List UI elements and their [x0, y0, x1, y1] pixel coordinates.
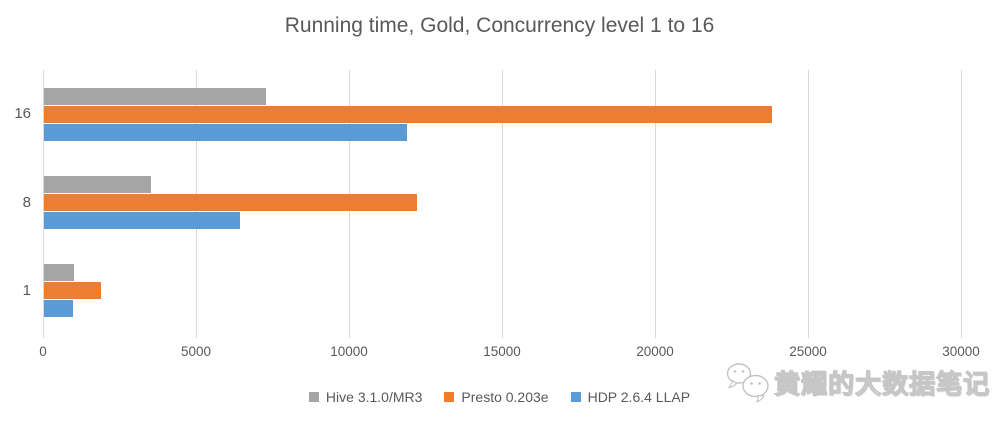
bar-hive-3-1-0-mr3-8: [44, 176, 152, 193]
bar-presto-0-203e-1: [44, 282, 101, 300]
x-tick-label-0: 0: [39, 344, 47, 359]
x-tick-label-20000: 20000: [636, 344, 674, 359]
bar-presto-0-203e-16: [44, 105, 773, 123]
bar-hive-3-1-0-mr3-16: [44, 87, 266, 105]
legend-swatch-presto-0-203e: [444, 392, 455, 402]
y-axis-label-16: 16: [14, 105, 31, 123]
bar-hive-3-1-0-mr3-1: [44, 264, 74, 282]
gridline-30000: [960, 70, 962, 338]
legend-swatch-hive-3-1-0-mr3: [308, 392, 319, 402]
legend-label-hdp-2-6-4-llap: HDP 2.6.4 LLAP: [587, 389, 691, 405]
legend-item-hdp-2-6-4-llap: HDP 2.6.4 LLAP: [570, 389, 691, 405]
x-tick-label-5000: 5000: [180, 344, 212, 359]
x-tick-label-25000: 25000: [789, 344, 827, 359]
gridline-15000: [501, 70, 503, 338]
legend: Hive 3.1.0/MR3 Presto 0.203e HDP 2.6.4 LLA…: [0, 389, 999, 405]
wechat-icon: [726, 363, 769, 403]
y-axis-label-1: 1: [22, 281, 31, 299]
gridline-0: [42, 70, 44, 338]
legend-label-presto-0-203e: Presto 0.203e: [461, 389, 549, 405]
bar-presto-0-203e-8: [44, 194, 418, 211]
bar-hdp-2-6-4-llap-8: [44, 212, 240, 229]
chart-title: Running time, Gold, Concurrency level 1 …: [284, 14, 715, 37]
bar-hdp-2-6-4-llap-1: [44, 300, 73, 318]
legend-item-hive-3-1-0-mr3: Hive 3.1.0/MR3: [308, 389, 423, 405]
bar-hdp-2-6-4-llap-16: [44, 123, 407, 141]
watermark: 黄耀的大数据笔记: [725, 361, 990, 403]
legend-label-hive-3-1-0-mr3: Hive 3.1.0/MR3: [325, 389, 423, 405]
x-tick-label-30000: 30000: [942, 344, 980, 359]
y-axis-label-8: 8: [22, 193, 31, 211]
x-tick-label-10000: 10000: [330, 344, 368, 359]
x-tick-label-15000: 15000: [483, 344, 521, 359]
gridline-25000: [807, 70, 809, 338]
watermark-text: 黄耀的大数据笔记: [773, 368, 991, 399]
plot-area: [42, 70, 962, 338]
gridline-20000: [654, 70, 656, 338]
legend-item-presto-0-203e: Presto 0.203e: [444, 389, 549, 405]
legend-swatch-hdp-2-6-4-llap: [570, 392, 581, 402]
